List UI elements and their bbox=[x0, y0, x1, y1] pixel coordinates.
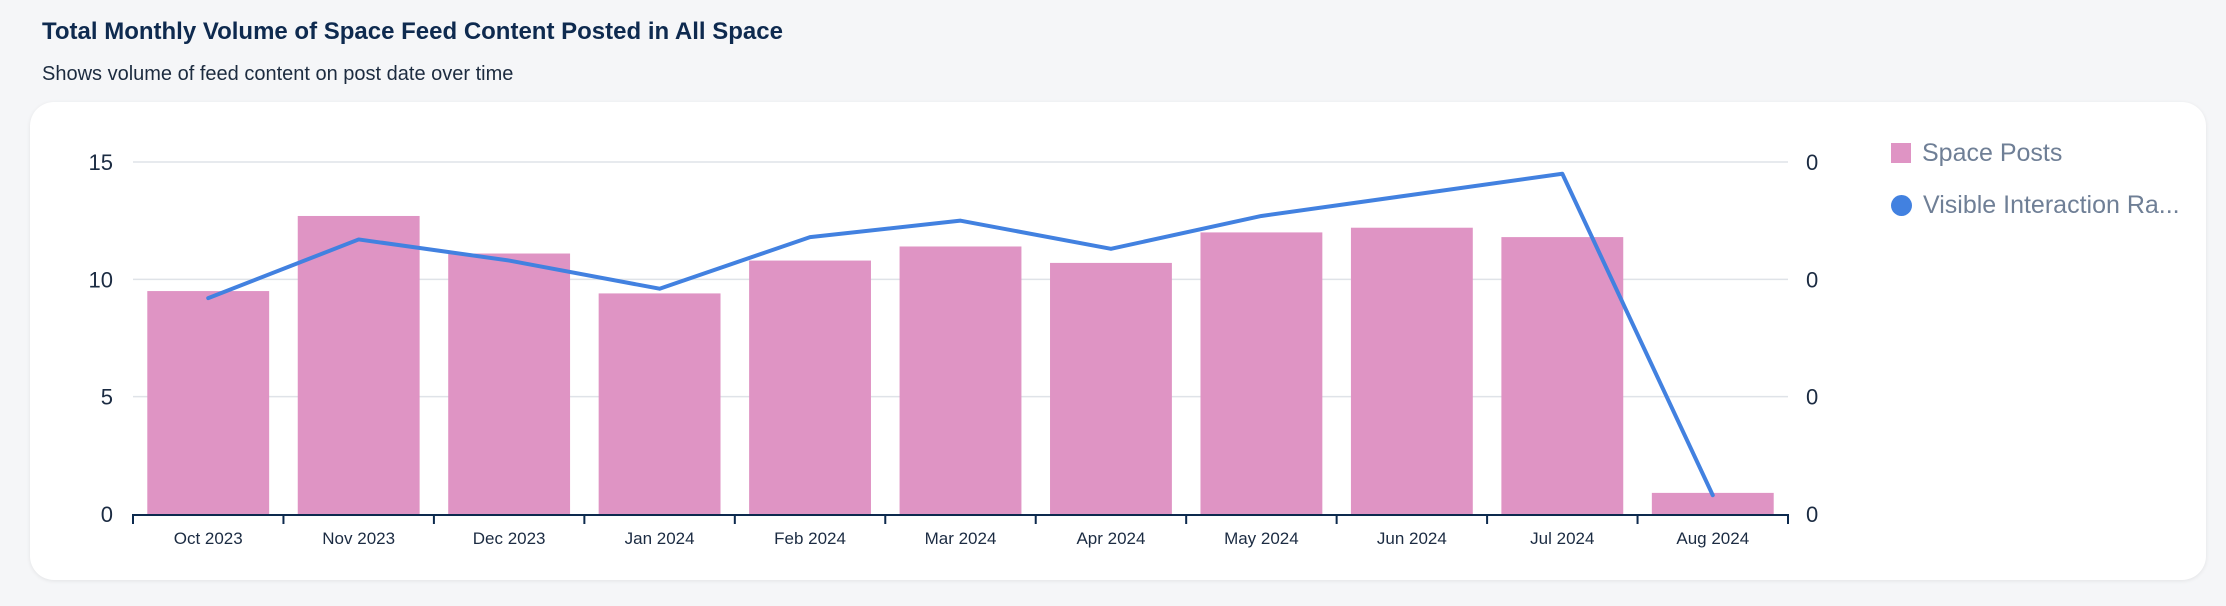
x-tick-label: Apr 2024 bbox=[1076, 529, 1145, 548]
legend-swatch-square-icon bbox=[1891, 143, 1911, 163]
bar-space-posts bbox=[297, 215, 420, 514]
x-tick-label: Mar 2024 bbox=[925, 529, 997, 548]
legend-label: Space Posts bbox=[1922, 138, 2063, 167]
x-tick-label: May 2024 bbox=[1224, 529, 1299, 548]
x-tick-label: Jan 2024 bbox=[625, 529, 695, 548]
x-tick-label: Oct 2023 bbox=[174, 529, 243, 548]
bar-space-posts bbox=[899, 246, 1022, 515]
x-tick-label: Dec 2023 bbox=[473, 529, 546, 548]
y-right-tick-label: 0 bbox=[1806, 267, 1818, 292]
x-tick-label: Nov 2023 bbox=[322, 529, 395, 548]
bar-space-posts bbox=[749, 260, 871, 514]
x-tick-label: Aug 2024 bbox=[1676, 529, 1749, 548]
x-tick-label: Feb 2024 bbox=[774, 529, 846, 548]
legend-item-visible-interaction[interactable]: Visible Interaction Ra... bbox=[1891, 188, 2180, 222]
legend-item-space-posts[interactable]: Space Posts bbox=[1891, 136, 2180, 170]
chart-legend: Space Posts Visible Interaction Ra... bbox=[1891, 136, 2180, 240]
y-right-tick-label: 0 bbox=[1806, 502, 1818, 527]
chart-subtitle: Shows volume of feed content on post dat… bbox=[42, 63, 514, 85]
legend-label: Visible Interaction Ra... bbox=[1923, 190, 2180, 219]
x-tick-label: Jun 2024 bbox=[1377, 529, 1447, 548]
x-tick-label: Jul 2024 bbox=[1530, 529, 1594, 548]
bar-space-posts bbox=[1350, 227, 1473, 514]
bar-space-posts bbox=[1200, 232, 1323, 514]
bar-space-posts bbox=[1050, 262, 1172, 514]
bar-space-posts bbox=[1651, 492, 1774, 514]
y-left-tick-label: 0 bbox=[101, 502, 113, 527]
y-left-tick-label: 15 bbox=[89, 150, 113, 175]
y-right-tick-label: 0 bbox=[1806, 385, 1818, 410]
bar-space-posts bbox=[448, 253, 571, 514]
y-left-tick-label: 10 bbox=[89, 267, 113, 292]
y-right-tick-label: 0 bbox=[1806, 150, 1818, 175]
bar-space-posts bbox=[598, 293, 721, 514]
bar-space-posts bbox=[1501, 237, 1624, 515]
y-left-tick-label: 5 bbox=[101, 385, 113, 410]
bar-space-posts bbox=[147, 291, 270, 514]
chart-title: Total Monthly Volume of Space Feed Conte… bbox=[42, 18, 783, 45]
legend-swatch-circle-icon bbox=[1891, 194, 1912, 216]
